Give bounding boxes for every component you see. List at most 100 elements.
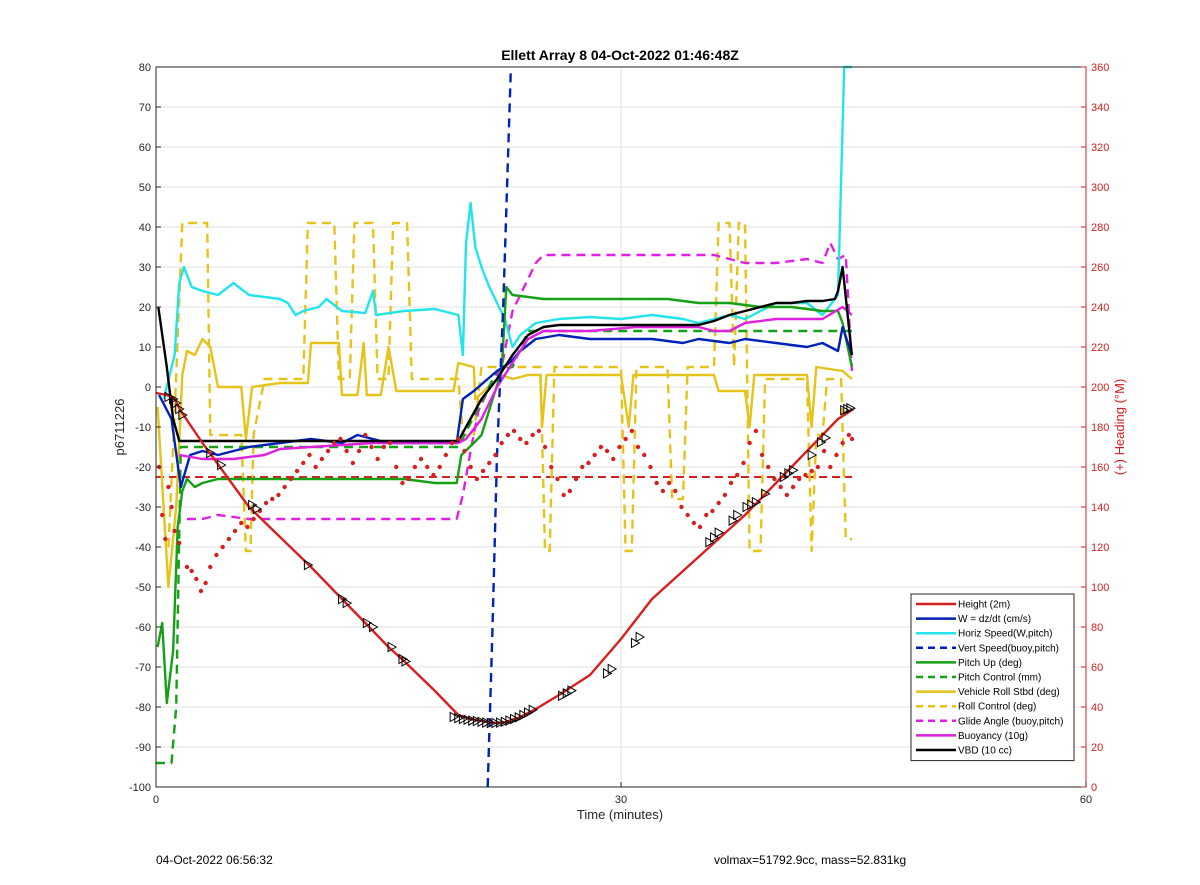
heading-dot [592,452,597,458]
heading-dot [809,468,814,474]
y-tick-label-left: -100 [129,782,151,794]
y-axis-label-right: (+) Heading (°M) [1112,379,1127,476]
series-roll-control-deg [167,221,852,553]
heading-dot [524,440,529,446]
height-marker [603,668,613,679]
legend-label-buoyancy-10g: Buoyancy (10g) [958,731,1028,742]
heading-dot [673,488,678,494]
heading-dot [710,508,715,514]
heading-dot [567,488,573,494]
chart-title: Ellett Array 8 04-Oct-2022 01:46:48Z [501,47,739,63]
heading-dot [344,448,349,454]
heading-dot [456,436,461,442]
height-marker [747,499,757,510]
y-tick-label-right: 180 [1091,422,1109,434]
y-tick-label-right: 60 [1091,662,1103,674]
height-marker [733,509,743,521]
legend: Height (2m) W = dz/dt (cm/s) Horiz Speed(W… [910,593,1075,762]
heading-dot [163,536,168,542]
height-marker [514,712,525,723]
legend-label-horiz-speed-w-pitch: Horiz Speed(W,pitch) [958,629,1052,640]
heading-dot [722,492,728,498]
heading-dot [443,452,449,458]
heading-dot [505,432,511,438]
heading-dot [666,480,672,486]
y-tick-label-left: -10 [135,422,151,434]
height-marker [562,688,573,699]
height-marker [528,704,539,716]
y-tick-label-left: 60 [139,142,151,154]
heading-dot [245,524,250,530]
heading-dot [766,464,771,470]
legend-label-glide-angle-buoy-pitch: Glide Angle (buoy,pitch) [958,716,1063,727]
height-marker [206,447,216,459]
heading-dot [214,552,219,558]
height-marker [843,403,853,415]
heading-dot [288,476,294,482]
height-marker [761,488,771,500]
heading-dot [849,436,855,442]
heading-dot [803,472,808,478]
series-layer [155,65,856,788]
series-horiz-speed-w-pitch [162,65,852,400]
heading-dot [511,428,517,434]
heading-dot [263,500,269,506]
heading-dot [480,468,486,474]
heading-dot [518,436,523,442]
height-marker [751,496,762,508]
heading-dot [208,564,213,570]
height-marker [468,715,478,726]
heading-dot [356,448,362,454]
y-tick-label-left: -60 [135,622,151,634]
heading-dot [198,588,204,594]
heading-dot [772,476,777,482]
y-tick-label-left: 10 [139,342,151,354]
heading-dot [251,516,256,522]
heading-dot [797,476,802,482]
y-tick-label-right: 40 [1091,702,1103,714]
height-marker [510,713,520,725]
heading-dot [325,448,331,454]
heading-dot [232,528,238,534]
height-marker [482,717,492,728]
legend-label-height-2m: Height (2m) [958,600,1010,611]
y-tick-label-right: 360 [1091,62,1109,74]
heading-dot [350,460,356,466]
heading-dot [338,436,343,442]
height-marker [807,449,818,461]
heading-dot [542,444,548,450]
heading-dot [598,444,604,450]
height-marker [338,593,348,605]
height-marker [387,641,398,653]
y-tick-label-left: 40 [139,222,151,234]
heading-dot [617,444,622,450]
heading-dot [172,528,177,534]
footer-volmax-mass: volmax=51792.9cc, mass=52.831kg [714,853,907,867]
heading-dot [406,476,411,482]
heading-dot [648,464,653,470]
height-marker [742,501,753,513]
legend-label-roll-control-deg: Roll Control (deg) [958,702,1036,713]
heading-dot [194,576,199,582]
heading-dot [642,452,647,458]
y-tick-label-left: -30 [135,502,151,514]
heading-dot [611,456,616,462]
heading-dot [375,456,380,462]
heading-dot [697,524,703,530]
height-marker [816,436,827,448]
height-marker [449,711,460,723]
heading-dot [332,440,337,446]
heading-dot [369,444,374,450]
y-tick-label-left: 70 [139,102,151,114]
height-marker [369,621,379,633]
height-marker [401,656,412,667]
height-marker [248,499,258,511]
heading-dot [307,452,312,458]
height-marker [821,432,832,444]
height-marker [164,391,174,403]
y-axis-label-left: p6711226 [112,399,127,456]
y-tick-label-right: 260 [1091,262,1109,274]
series-w-dz-dt-cm-s [158,325,854,489]
y-tick-label-right: 320 [1091,142,1109,154]
height-marker [607,663,618,675]
